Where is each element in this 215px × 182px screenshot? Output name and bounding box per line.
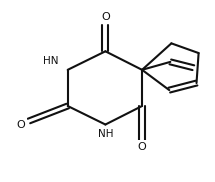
Text: NH: NH — [98, 129, 113, 139]
Text: O: O — [138, 142, 146, 152]
Text: HN: HN — [43, 56, 59, 66]
Text: O: O — [101, 12, 110, 22]
Text: O: O — [16, 120, 25, 130]
